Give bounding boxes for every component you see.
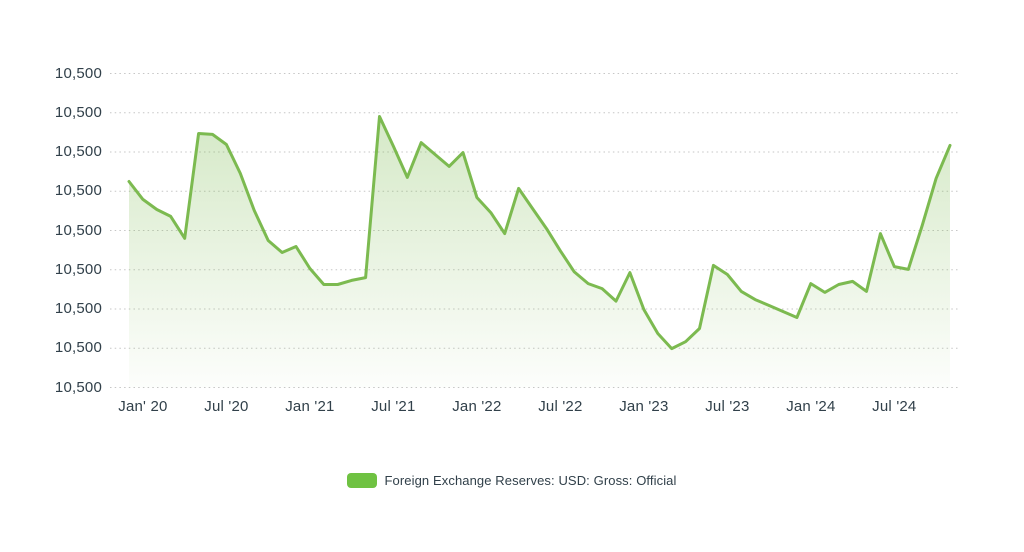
y-axis-tick-label: 10,500	[54, 339, 102, 357]
x-axis-tick-label: Jul '21	[371, 398, 416, 415]
legend-label: Foreign Exchange Reserves: USD: Gross: O…	[384, 472, 677, 488]
y-axis-tick-label: 10,500	[54, 300, 102, 317]
x-axis-tick-label: Jul '24	[872, 398, 917, 415]
y-axis-tick-label: 10,500	[54, 143, 102, 160]
x-axis-tick-label: Jul '20	[204, 398, 249, 415]
x-axis-tick-label: Jan '22	[452, 398, 502, 415]
y-axis-tick-label: 10,500	[54, 260, 102, 278]
x-axis-tick-label: Jan '24	[786, 398, 836, 415]
y-axis-tick-label: 10,500	[54, 182, 102, 200]
x-axis-tick-label: Jan '21	[285, 398, 335, 415]
y-axis-tick-label: 10,500	[54, 221, 102, 239]
y-axis-tick-label: 10,500	[54, 378, 102, 396]
x-axis-tick-label: Jul '22	[538, 398, 583, 415]
legend: Foreign Exchange Reserves: USD: Gross: O…	[0, 470, 1024, 490]
legend-swatch-icon	[347, 472, 378, 488]
x-axis-tick-label: Jul '23	[705, 398, 750, 415]
series-area-fill	[129, 116, 950, 388]
y-axis-tick-label: 10,500	[54, 64, 102, 82]
y-axis: 10,500 10,500 10,500 10,500 10,500 10,500 10,5…	[0, 0, 102, 552]
x-axis-tick-label: Jan' 20	[118, 398, 168, 415]
y-axis-tick-label: 10,500	[54, 103, 102, 121]
x-axis-tick-label: Jan '23	[619, 398, 669, 415]
series-line	[127, 115, 952, 351]
